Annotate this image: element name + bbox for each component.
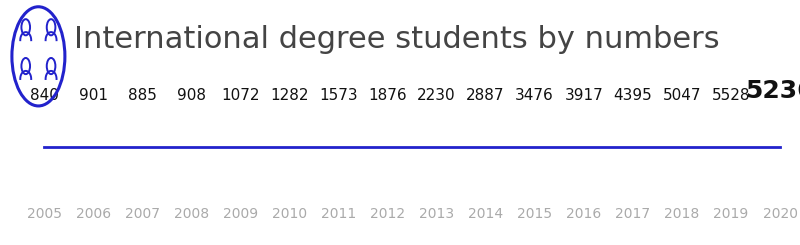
Text: 901: 901 xyxy=(78,88,107,103)
Text: 2015: 2015 xyxy=(517,207,552,220)
Text: 840: 840 xyxy=(30,88,58,103)
Text: International degree students by numbers: International degree students by numbers xyxy=(74,24,719,53)
Text: 5528: 5528 xyxy=(712,88,750,103)
Text: 2020: 2020 xyxy=(762,207,798,220)
Text: 1282: 1282 xyxy=(270,88,309,103)
Text: 908: 908 xyxy=(177,88,206,103)
Text: 2019: 2019 xyxy=(714,207,749,220)
Text: 2011: 2011 xyxy=(321,207,356,220)
Text: 1573: 1573 xyxy=(319,88,358,103)
Text: 2887: 2887 xyxy=(466,88,505,103)
Text: 3476: 3476 xyxy=(515,88,554,103)
Text: 2009: 2009 xyxy=(222,207,258,220)
Text: 1072: 1072 xyxy=(221,88,259,103)
Text: 2230: 2230 xyxy=(418,88,456,103)
Text: 1876: 1876 xyxy=(368,88,406,103)
Text: 5236: 5236 xyxy=(746,79,800,103)
Text: 5047: 5047 xyxy=(662,88,701,103)
Text: 2013: 2013 xyxy=(419,207,454,220)
Text: 2005: 2005 xyxy=(26,207,62,220)
Text: 2008: 2008 xyxy=(174,207,209,220)
Text: 2007: 2007 xyxy=(125,207,160,220)
Text: 2016: 2016 xyxy=(566,207,602,220)
Text: 2006: 2006 xyxy=(75,207,110,220)
Text: 2017: 2017 xyxy=(615,207,650,220)
Text: 2018: 2018 xyxy=(664,207,699,220)
Text: 2012: 2012 xyxy=(370,207,405,220)
Text: 2014: 2014 xyxy=(468,207,503,220)
Text: 3917: 3917 xyxy=(564,88,603,103)
Text: 2010: 2010 xyxy=(272,207,307,220)
Text: 885: 885 xyxy=(128,88,157,103)
Text: 4395: 4395 xyxy=(614,88,652,103)
